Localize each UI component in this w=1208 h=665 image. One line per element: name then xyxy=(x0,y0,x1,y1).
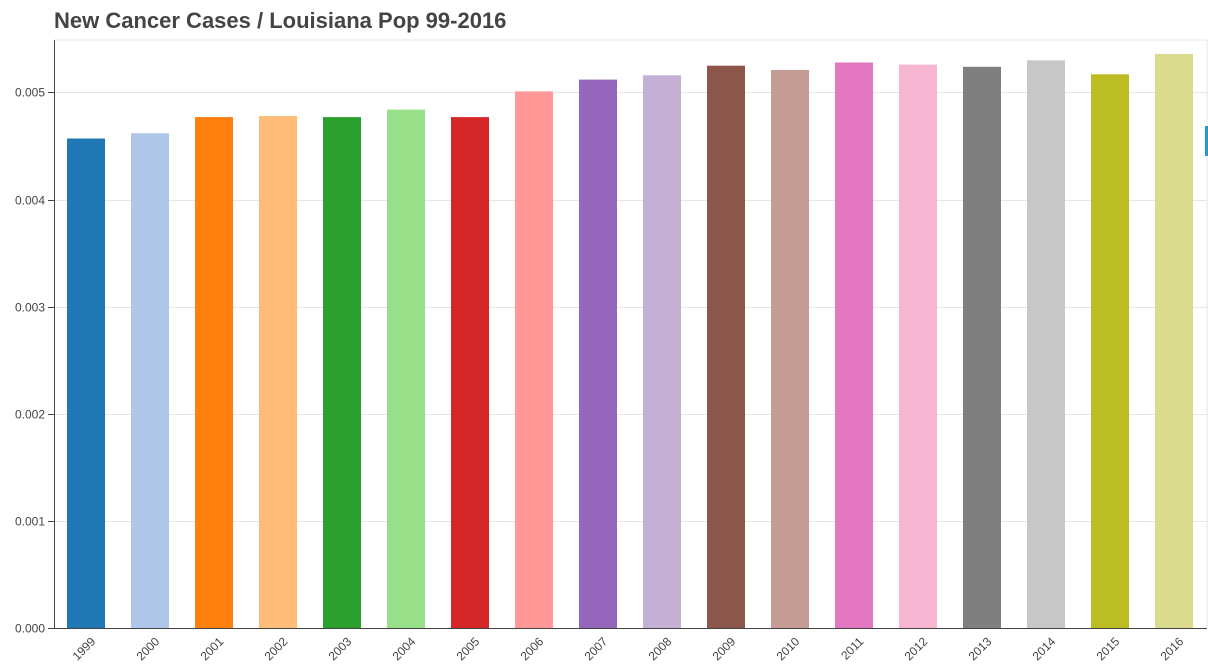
bar xyxy=(835,62,873,628)
x-tick-label: 2008 xyxy=(646,634,675,663)
x-tick-label: 2012 xyxy=(902,634,931,663)
bar xyxy=(195,117,233,628)
bar xyxy=(643,75,681,629)
bar xyxy=(771,70,809,628)
bar xyxy=(1027,60,1065,629)
bar xyxy=(131,133,169,628)
x-tick-label: 2016 xyxy=(1158,634,1187,663)
y-tick-label: 0.003 xyxy=(15,301,45,315)
chart-title: New Cancer Cases / Louisiana Pop 99-2016 xyxy=(54,8,507,33)
bar xyxy=(259,116,297,628)
bar xyxy=(387,109,425,629)
y-tick-label: 0.002 xyxy=(15,408,45,422)
x-tick-label: 2010 xyxy=(774,634,803,663)
y-tick-label: 0.005 xyxy=(15,86,45,100)
bar xyxy=(707,65,745,628)
x-tick-label: 2002 xyxy=(262,634,291,663)
bar xyxy=(515,91,553,628)
bar xyxy=(67,138,105,628)
bar xyxy=(963,66,1001,629)
x-tick-label: 2015 xyxy=(1094,634,1123,663)
bar xyxy=(451,117,489,628)
x-tick-label: 2013 xyxy=(966,634,995,663)
bar xyxy=(579,79,617,629)
bar xyxy=(323,117,361,628)
y-tick-label: 0.001 xyxy=(15,515,45,529)
x-tick-label: 2001 xyxy=(198,634,227,663)
x-tick-label: 2005 xyxy=(454,634,483,663)
x-tick-label: 2014 xyxy=(1030,634,1059,663)
y-tick-label: 0.004 xyxy=(15,194,45,208)
bar xyxy=(899,64,937,629)
x-tick-label: 1999 xyxy=(70,634,99,663)
x-tick-label: 2009 xyxy=(710,634,739,663)
toolbar-tab[interactable] xyxy=(1205,126,1208,156)
x-tick-label: 2007 xyxy=(582,634,611,663)
x-tick-label: 2003 xyxy=(326,634,355,663)
bar xyxy=(1091,74,1129,629)
x-tick-label: 2006 xyxy=(518,634,547,663)
x-tick-label: 2011 xyxy=(838,634,866,662)
x-tick-label: 2000 xyxy=(134,634,163,663)
bar xyxy=(1155,53,1193,628)
x-tick-label: 2004 xyxy=(390,634,419,663)
y-tick-label: 0.000 xyxy=(15,622,45,636)
